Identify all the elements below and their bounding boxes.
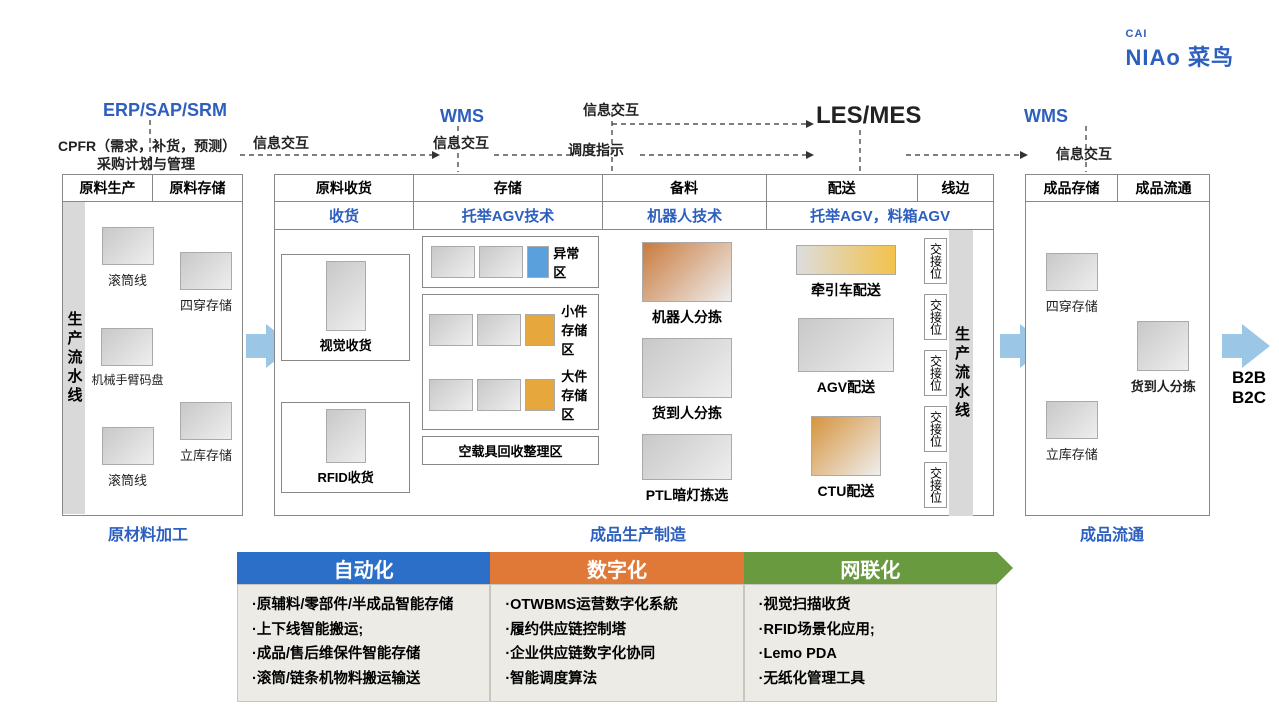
cpfr-line1: CPFR（需求，补货，预测） (58, 136, 236, 156)
handoff-2: 交接位 (924, 350, 947, 396)
hdr-l1: 原料存储 (153, 175, 242, 201)
thumb (102, 227, 154, 265)
l-c2-1: 立库存储 (180, 445, 232, 464)
l-c1-2: 滚筒线 (102, 470, 154, 489)
right-footer: 成品流通 (1080, 521, 1144, 545)
pillar-auto: 自动化 ·原辅料/零部件/半成品智能存储 ·上下线智能搬运; ·成品/售后维保件… (237, 552, 490, 702)
handoff-4: 交接位 (924, 462, 947, 508)
mid-vlabel-col: 生产流水线 (949, 230, 973, 516)
thumb (102, 427, 154, 465)
p1-title: 自动化 (237, 552, 490, 584)
right-headers: 成品存储 成品流通 (1026, 175, 1209, 202)
l-c2-0: 四穿存储 (180, 295, 232, 314)
thumb (180, 402, 232, 440)
hdr-m3: 配送 (767, 175, 918, 201)
recv-1: RFID收货 (281, 402, 410, 493)
store-group: 小件存储区 大件存储区 (422, 294, 598, 430)
label-wms1: WMS (440, 106, 484, 127)
thumb (796, 245, 896, 275)
thumb (798, 318, 894, 372)
p2-title: 数字化 (490, 552, 743, 584)
handoff-0: 交接位 (924, 238, 947, 284)
mid-headers: 原料收货 存储 备料 配送 线边 (275, 175, 993, 202)
endpoint: B2B B2C (1232, 368, 1266, 408)
left-vlabel: 生产流水线 (64, 311, 85, 406)
hdr-r1: 成品流通 (1118, 175, 1209, 201)
hdr-m1: 存储 (414, 175, 603, 201)
thumb (642, 338, 732, 398)
l-c1-1: 机械手臂码盘 (91, 371, 163, 388)
thumb (326, 409, 366, 463)
thumb (1046, 401, 1098, 439)
brand-logo: CAI NIAo 菜鸟 (1126, 30, 1234, 72)
handoff-1: 交接位 (924, 294, 947, 340)
hdr-m4: 线边 (918, 175, 993, 201)
flow-arrow-3 (1242, 324, 1270, 368)
schedule: 调度指示 (568, 140, 624, 160)
thumb (642, 242, 732, 302)
r-c1-1: 立库存储 (1046, 444, 1098, 463)
section-mid: 原料收货 存储 备料 配送 线边 收货 托举AGV技术 机器人技术 托举AGV，… (274, 174, 994, 516)
mid-vlabel: 生产流水线 (951, 326, 972, 421)
p3-title: 网联化 (744, 552, 997, 584)
thumb (326, 261, 366, 331)
mid-footer: 成品生产制造 (590, 521, 686, 545)
tech-2: 机器人技术 (603, 202, 767, 229)
left-footer: 原材料加工 (108, 521, 188, 545)
hdr-m2: 备料 (603, 175, 767, 201)
info-4: 信息交互 (1056, 144, 1112, 164)
r-c1-0: 四穿存储 (1046, 296, 1098, 315)
brand-bottom: NIAo 菜鸟 (1126, 45, 1234, 70)
p2-body: ·OTWBMS运营数字化系統 ·履约供应链控制塔 ·企业供应链数字化协同 ·智能… (490, 584, 743, 702)
brand-top: CAI (1126, 30, 1234, 40)
recv-0: 视觉收货 (281, 254, 410, 361)
info-3: 信息交互 (583, 100, 639, 120)
info-1: 信息交互 (253, 133, 309, 153)
pillar-digital: 数字化 ·OTWBMS运营数字化系統 ·履约供应链控制塔 ·企业供应链数字化协同… (490, 552, 743, 702)
thumb (642, 434, 732, 480)
pillars: 自动化 ·原辅料/零部件/半成品智能存储 ·上下线智能搬运; ·成品/售后维保件… (237, 552, 997, 702)
label-erp: ERP/SAP/SRM (103, 100, 227, 121)
left-headers: 原料生产 原料存储 (63, 175, 242, 202)
label-lesmes: LES/MES (816, 102, 921, 130)
thumb (1137, 321, 1189, 371)
l-c1-0: 滚筒线 (102, 270, 154, 289)
thumb (1046, 253, 1098, 291)
thumb (180, 252, 232, 290)
r-c2-0: 货到人分拣 (1131, 376, 1196, 395)
hdr-l0: 原料生产 (63, 175, 153, 201)
tech-0: 收货 (275, 202, 414, 229)
store-0: 异常区 (422, 236, 598, 288)
tech-1: 托举AGV技术 (414, 202, 603, 229)
thumb (101, 328, 153, 366)
info-2: 信息交互 (433, 133, 489, 153)
hdr-m0: 原料收货 (275, 175, 414, 201)
section-right: 成品存储 成品流通 四穿存储 立库存储 货到人分拣 (1025, 174, 1210, 516)
handoff-3: 交接位 (924, 406, 947, 452)
pillar-network: 网联化 ·视觉扫描收货 ·RFID场景化应用; ·Lemo PDA ·无纸化管理… (744, 552, 997, 702)
cpfr-line2: 采购计划与管理 (97, 154, 195, 174)
section-left: 原料生产 原料存储 生产流水线 滚筒线 机械手臂码盘 滚筒线 四穿存储 立库存储 (62, 174, 243, 516)
tech-3: 托举AGV，料箱AGV (767, 202, 993, 229)
label-wms2: WMS (1024, 106, 1068, 127)
store-3: 空载具回收整理区 (422, 436, 598, 465)
p1-body: ·原辅料/零部件/半成品智能存储 ·上下线智能搬运; ·成品/售后维保件智能存储… (237, 584, 490, 702)
left-vlabel-col: 生产流水线 (63, 202, 85, 514)
hdr-r0: 成品存储 (1026, 175, 1118, 201)
thumb (811, 416, 881, 476)
tech-row: 收货 托举AGV技术 机器人技术 托举AGV，料箱AGV (275, 202, 993, 230)
p3-body: ·视觉扫描收货 ·RFID场景化应用; ·Lemo PDA ·无纸化管理工具 (744, 584, 997, 702)
